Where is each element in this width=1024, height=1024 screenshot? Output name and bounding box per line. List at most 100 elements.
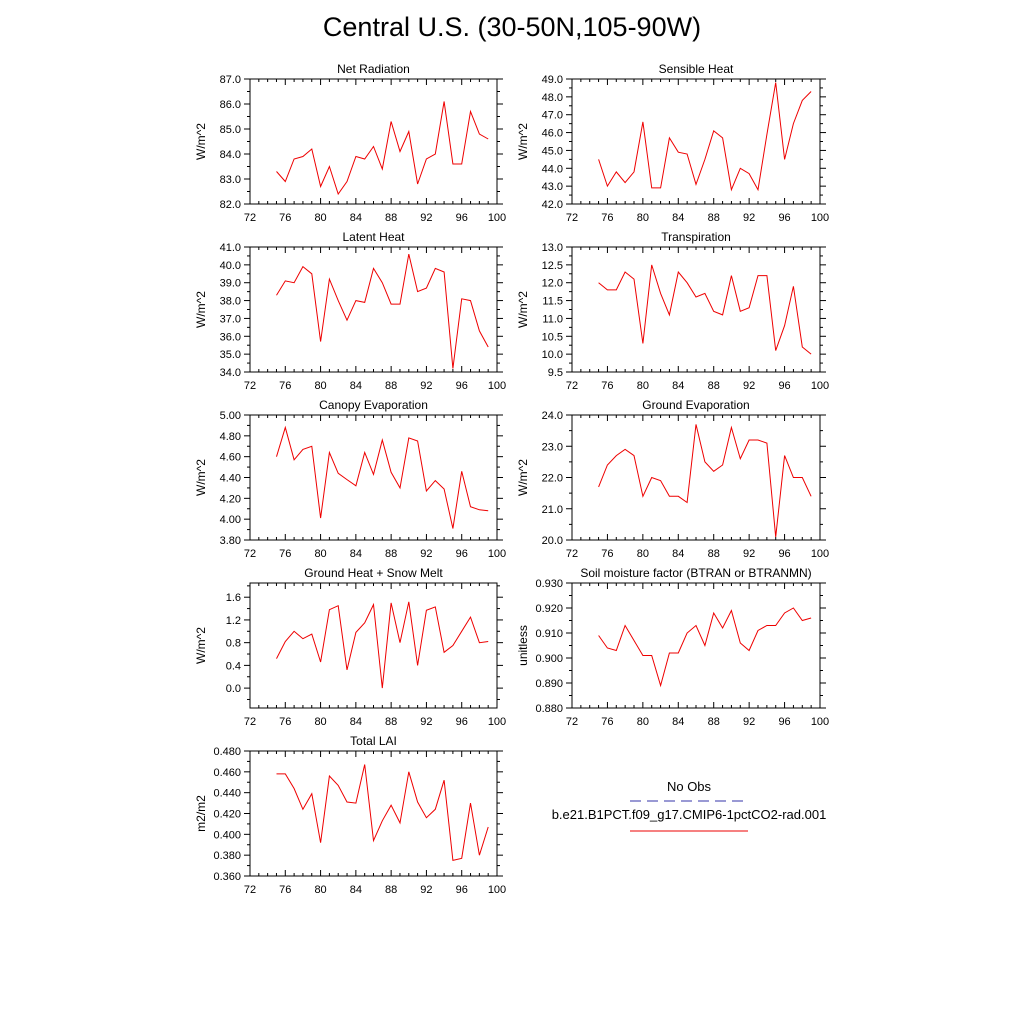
y-tick-label: 3.80 xyxy=(220,535,241,547)
y-tick-label: 20.0 xyxy=(542,535,563,547)
panel-title: Transpiration xyxy=(661,230,731,244)
x-tick-label: 92 xyxy=(743,380,755,392)
y-tick-label: 9.5 xyxy=(548,367,563,379)
x-tick-label: 80 xyxy=(314,380,326,392)
x-tick-label: 100 xyxy=(488,548,506,560)
y-tick-label: 48.0 xyxy=(542,92,563,104)
x-tick-label: 88 xyxy=(385,716,397,728)
x-tick-label: 84 xyxy=(672,548,684,560)
series-line xyxy=(276,764,489,862)
y-tick-label: 39.0 xyxy=(220,278,241,290)
panel-2: Sensible Heat W/m^2 72 76 80 84 88 92 96 100 42.0 4… xyxy=(516,62,829,224)
y-tick-label: 0.890 xyxy=(535,678,563,690)
y-axis-label: W/m^2 xyxy=(194,291,208,328)
y-tick-label: 42.0 xyxy=(542,199,563,211)
figure-title: Central U.S. (30-50N,105-90W) xyxy=(322,12,702,42)
x-tick-label: 96 xyxy=(778,548,790,560)
x-tick-label: 76 xyxy=(601,212,613,224)
x-tick-label: 80 xyxy=(637,716,649,728)
series-line xyxy=(276,253,489,369)
panel-1: Net Radiation W/m^2 72 76 80 84 88 92 96 100 82.0 8… xyxy=(194,62,506,224)
y-axis-label: W/m^2 xyxy=(516,123,530,160)
y-tick-label: 35.0 xyxy=(220,349,241,361)
y-axis-label: W/m^2 xyxy=(194,459,208,496)
x-tick-label: 80 xyxy=(314,548,326,560)
x-tick-label: 76 xyxy=(279,716,291,728)
x-tick-label: 84 xyxy=(350,884,362,896)
x-tick-label: 92 xyxy=(743,548,755,560)
y-tick-label: 0.460 xyxy=(213,767,241,779)
x-tick-label: 80 xyxy=(314,884,326,896)
x-tick-label: 96 xyxy=(456,716,468,728)
y-tick-label: 34.0 xyxy=(220,367,241,379)
x-tick-label: 96 xyxy=(778,212,790,224)
panel-title: Ground Heat + Snow Melt xyxy=(304,566,443,580)
x-tick-label: 100 xyxy=(811,548,829,560)
y-tick-label: 1.6 xyxy=(226,592,241,604)
panel-title: Total LAI xyxy=(350,734,397,748)
panel-9: Total LAI m2/m2 72 76 80 84 88 92 96 100 0.360 0.38… xyxy=(194,734,506,896)
x-tick-label: 92 xyxy=(420,548,432,560)
y-tick-label: 4.00 xyxy=(220,514,241,526)
x-tick-label: 76 xyxy=(601,716,613,728)
x-tick-label: 100 xyxy=(811,212,829,224)
x-tick-label: 84 xyxy=(672,212,684,224)
y-tick-label: 12.0 xyxy=(542,278,563,290)
x-tick-label: 80 xyxy=(637,548,649,560)
x-tick-label: 88 xyxy=(708,548,720,560)
y-tick-label: 0.440 xyxy=(213,788,241,800)
x-tick-label: 76 xyxy=(279,884,291,896)
plot-frame xyxy=(571,414,821,541)
x-tick-label: 84 xyxy=(672,716,684,728)
x-tick-label: 72 xyxy=(244,380,256,392)
x-tick-label: 88 xyxy=(708,716,720,728)
plot-frame xyxy=(249,750,498,877)
x-tick-label: 88 xyxy=(708,212,720,224)
y-tick-label: 86.0 xyxy=(220,99,241,111)
x-tick-label: 84 xyxy=(350,548,362,560)
x-tick-label: 88 xyxy=(385,212,397,224)
plot-frame xyxy=(249,582,498,709)
y-tick-label: 0.480 xyxy=(213,746,241,758)
x-tick-label: 96 xyxy=(456,548,468,560)
panel-7: Ground Heat + Snow Melt W/m^2 72 76 80 84 88 92… xyxy=(194,566,506,728)
y-tick-label: 0.920 xyxy=(535,603,563,615)
x-tick-label: 100 xyxy=(811,380,829,392)
series-line xyxy=(598,607,812,688)
y-tick-label: 0.380 xyxy=(213,850,241,862)
x-tick-label: 96 xyxy=(456,380,468,392)
y-tick-label: 11.5 xyxy=(542,296,563,308)
y-tick-label: 0.910 xyxy=(535,628,563,640)
legend-model-label: b.e21.B1PCT.f09_g17.CMIP6-1pctCO2-rad.00… xyxy=(551,807,827,822)
y-tick-label: 87.0 xyxy=(220,74,241,86)
y-tick-label: 49.0 xyxy=(542,74,563,86)
x-tick-label: 80 xyxy=(314,716,326,728)
x-tick-label: 72 xyxy=(244,884,256,896)
x-tick-label: 72 xyxy=(566,212,578,224)
y-tick-label: 0.420 xyxy=(213,809,241,821)
x-tick-label: 88 xyxy=(385,548,397,560)
plot-frame xyxy=(571,582,821,709)
y-tick-label: 84.0 xyxy=(220,149,241,161)
plot-frame xyxy=(571,246,821,373)
series-line xyxy=(276,425,489,529)
y-tick-label: 0.400 xyxy=(213,829,241,841)
y-axis-label: W/m^2 xyxy=(516,459,530,496)
y-tick-label: 23.0 xyxy=(542,441,563,453)
series-line xyxy=(276,101,489,196)
panel-title: Latent Heat xyxy=(342,230,405,244)
y-tick-label: 43.0 xyxy=(542,181,563,193)
x-tick-label: 84 xyxy=(350,212,362,224)
y-tick-label: 21.0 xyxy=(542,504,563,516)
y-tick-label: 0.930 xyxy=(535,578,563,590)
x-tick-label: 96 xyxy=(778,716,790,728)
x-tick-label: 96 xyxy=(778,380,790,392)
y-tick-label: 4.80 xyxy=(220,431,241,443)
series-line xyxy=(598,264,812,355)
y-tick-label: 0.0 xyxy=(226,683,241,695)
x-tick-label: 76 xyxy=(279,212,291,224)
panel-title: Canopy Evaporation xyxy=(319,398,428,412)
y-tick-label: 45.0 xyxy=(542,145,563,157)
x-tick-label: 72 xyxy=(244,212,256,224)
y-tick-label: 82.0 xyxy=(220,199,241,211)
